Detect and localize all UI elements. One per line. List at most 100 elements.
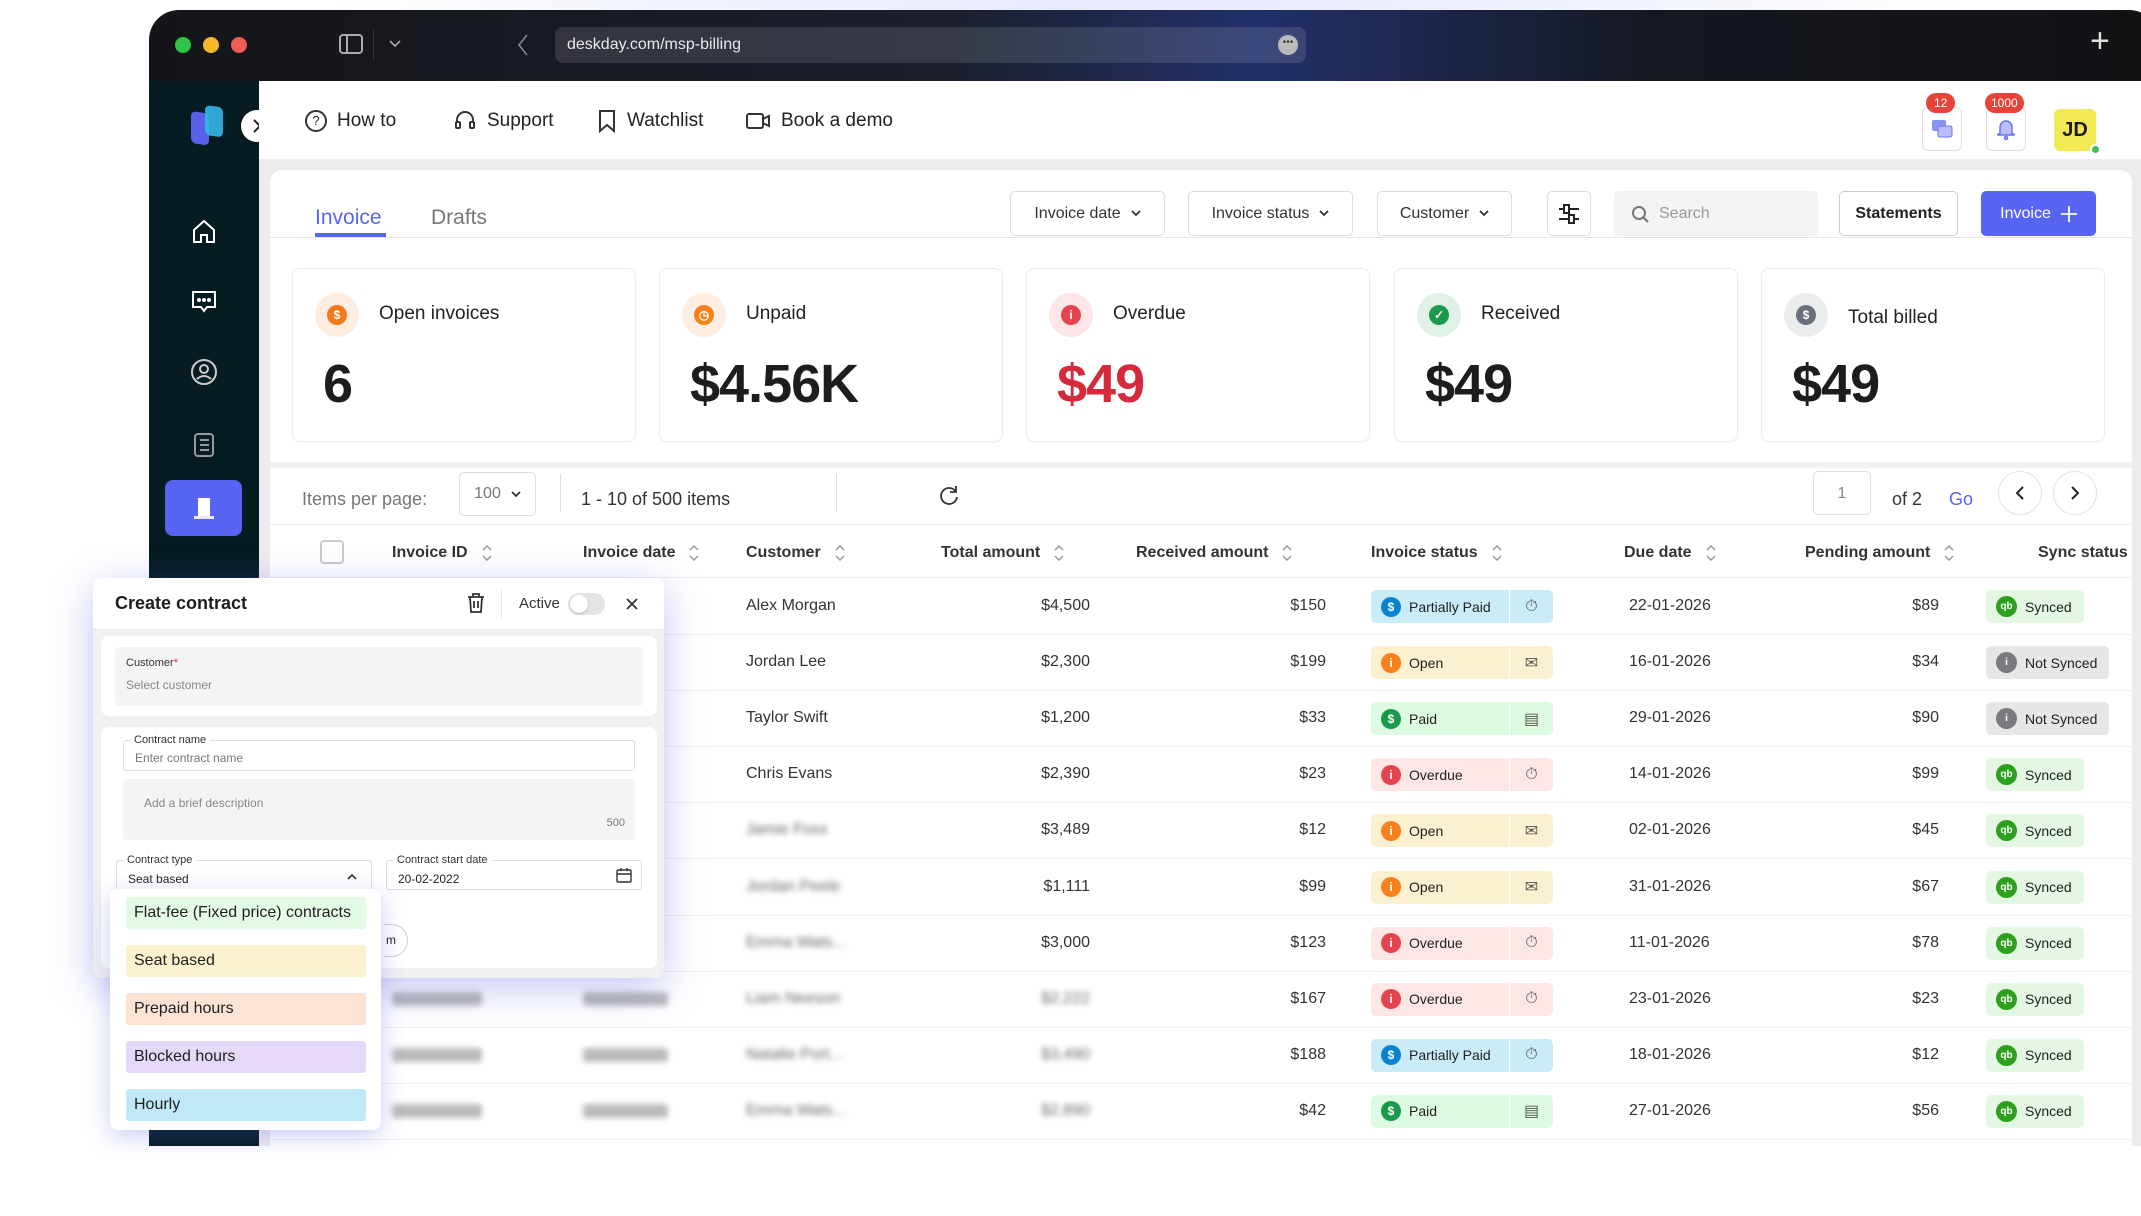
receipt-icon[interactable]: ▤ [1510,1094,1553,1128]
calendar-icon[interactable] [616,867,632,883]
summary-card[interactable]: ✓ Received $49 [1394,268,1738,442]
sort-icon[interactable] [1944,544,1954,562]
chat-icon[interactable] [186,284,222,320]
customer-select[interactable]: Customer* Select customer [115,647,643,706]
tab-invoice[interactable]: Invoice [315,206,382,229]
contract-type-option[interactable]: Hourly [126,1089,366,1121]
table-row[interactable]: Jordan Lee $2,300 $199 i Open ✉ 16-01-202… [270,635,2132,692]
invoice-status-badge[interactable]: $ Paid ▤ [1371,1094,1553,1128]
sync-status-badge[interactable]: qb Synced [1986,982,2084,1016]
contract-name-input[interactable]: Contract name Enter contract name [123,734,635,771]
new-invoice-button[interactable]: Invoice [1981,191,2096,236]
active-toggle[interactable] [568,593,605,615]
invoice-status-badge[interactable]: i Overdue ⏱ [1371,758,1553,792]
more-icon[interactable]: ••• [1278,35,1298,55]
user-icon[interactable] [186,354,222,390]
back-icon[interactable] [517,34,529,56]
sort-icon[interactable] [1054,544,1064,562]
customer-cell[interactable]: Jamie Foxx [746,821,828,839]
summary-card[interactable]: $ Open invoices 6 [292,268,636,442]
notifications-button[interactable] [1986,107,2026,151]
home-icon[interactable] [186,213,222,249]
trash-icon[interactable] [467,592,485,614]
search-input[interactable]: Search [1614,191,1818,236]
statements-button[interactable]: Statements [1839,191,1958,236]
sidebar-toggle-icon[interactable] [339,34,363,54]
select-all-checkbox[interactable] [320,540,344,564]
close-icon[interactable] [626,598,638,610]
sync-status-badge[interactable]: qb Synced [1986,814,2084,848]
table-row[interactable]: Jamie Foxx $3,489 $12 i Open ✉ 02-01-2026… [270,803,2132,860]
mail-icon[interactable]: ✉ [1510,814,1553,848]
table-row[interactable]: Emma Wats... $2,890 $42 $ Paid ▤ 27-01-20… [270,1084,2132,1140]
advanced-filter-button[interactable] [1547,191,1591,236]
invoice-status-filter[interactable]: Invoice status [1188,191,1353,236]
description-textarea[interactable]: Add a brief description 500 [123,779,635,840]
customer-cell[interactable]: Jordan Lee [746,653,827,671]
sort-icon[interactable] [1492,544,1502,562]
refresh-icon[interactable] [938,484,960,506]
column-header[interactable]: Due date [1624,544,1716,562]
contract-start-date-input[interactable]: Contract start date 20-02-2022 [386,854,642,890]
list-icon[interactable] [186,427,222,463]
new-tab-icon[interactable]: + [2090,22,2110,60]
invoice-status-badge[interactable]: $ Paid ▤ [1371,702,1553,736]
column-header[interactable]: Customer [746,544,845,562]
column-header[interactable]: Invoice ID [392,544,492,562]
stopwatch-icon[interactable]: ⏱ [1510,590,1553,623]
summary-card[interactable]: ◷ Unpaid $4.56K [659,268,1003,442]
items-per-page-select[interactable]: 100 [459,472,536,516]
page-input[interactable]: 1 [1813,471,1871,515]
customer-cell[interactable]: Taylor Swift [746,709,828,727]
customer-cell[interactable]: Liam Neeson [746,989,841,1007]
column-header[interactable]: Invoice date [583,544,700,562]
stopwatch-icon[interactable]: ⏱ [1510,1038,1553,1072]
column-header[interactable]: Pending amount [1805,544,1954,562]
sync-status-badge[interactable]: i Not Synced [1986,646,2110,680]
nav-support[interactable]: Support [453,107,554,135]
sort-icon[interactable] [689,544,700,562]
receipt-icon[interactable]: ▤ [1510,702,1553,736]
nav-book-demo[interactable]: Book a demo [745,107,893,135]
window-minimize-button[interactable] [203,37,219,53]
sort-icon[interactable] [1282,544,1293,562]
invoice-status-badge[interactable]: i Open ✉ [1371,814,1553,848]
sync-status-badge[interactable]: qb Synced [1986,926,2084,960]
column-header[interactable]: Received amount [1136,544,1293,562]
sort-icon[interactable] [482,544,492,562]
window-maximize-button[interactable] [175,37,191,53]
next-page-button[interactable] [2053,471,2097,515]
table-row[interactable]: Jordan Peele $1,111 $99 i Open ✉ 31-01-20… [270,860,2132,916]
window-close-button[interactable] [231,37,247,53]
table-row[interactable]: Alex Morgan $4,500 $150 $ Partially Paid … [270,579,2132,635]
invoice-status-badge[interactable]: i Open ✉ [1371,870,1553,904]
invoice-status-badge[interactable]: $ Partially Paid ⏱ [1371,1038,1553,1072]
stopwatch-icon[interactable]: ⏱ [1510,758,1553,792]
url-bar[interactable]: deskday.com/msp-billing ••• [555,27,1306,63]
sync-status-badge[interactable]: i Not Synced [1986,702,2110,736]
column-header[interactable]: Sync status [2038,544,2128,562]
stopwatch-icon[interactable]: ⏱ [1510,926,1553,960]
nav-how-to[interactable]: ? How to [305,107,396,135]
avatar[interactable]: JD [2054,109,2096,151]
customer-cell[interactable]: Natalie Port... [746,1045,843,1063]
invoice-date-filter[interactable]: Invoice date [1010,191,1165,236]
summary-card[interactable]: $ Total billed $49 [1761,268,2105,442]
contract-type-option[interactable]: Flat-fee (Fixed price) contracts [126,897,366,929]
tab-drafts[interactable]: Drafts [431,206,488,229]
customer-cell[interactable]: Emma Wats... [746,1101,846,1119]
sort-icon[interactable] [835,544,845,562]
customer-cell[interactable]: Emma Wats... [746,933,846,951]
messages-button[interactable] [1922,107,1962,151]
table-row[interactable]: Liam Neeson $2,222 $167 i Overdue ⏱ 23-01… [270,972,2132,1028]
invoice-status-badge[interactable]: i Open ✉ [1371,646,1553,680]
sync-status-badge[interactable]: qb Synced [1986,1094,2084,1128]
nav-watchlist[interactable]: Watchlist [597,107,703,135]
customer-filter[interactable]: Customer [1377,191,1512,236]
stopwatch-icon[interactable]: ⏱ [1510,982,1553,1016]
table-row[interactable]: Emma Wats... $3,000 $123 i Overdue ⏱ 11-0… [270,916,2132,972]
invoice-status-badge[interactable]: i Overdue ⏱ [1371,982,1553,1016]
sync-status-badge[interactable]: qb Synced [1986,590,2084,623]
contract-type-option[interactable]: Prepaid hours [126,993,366,1025]
billing-icon[interactable] [165,480,242,536]
